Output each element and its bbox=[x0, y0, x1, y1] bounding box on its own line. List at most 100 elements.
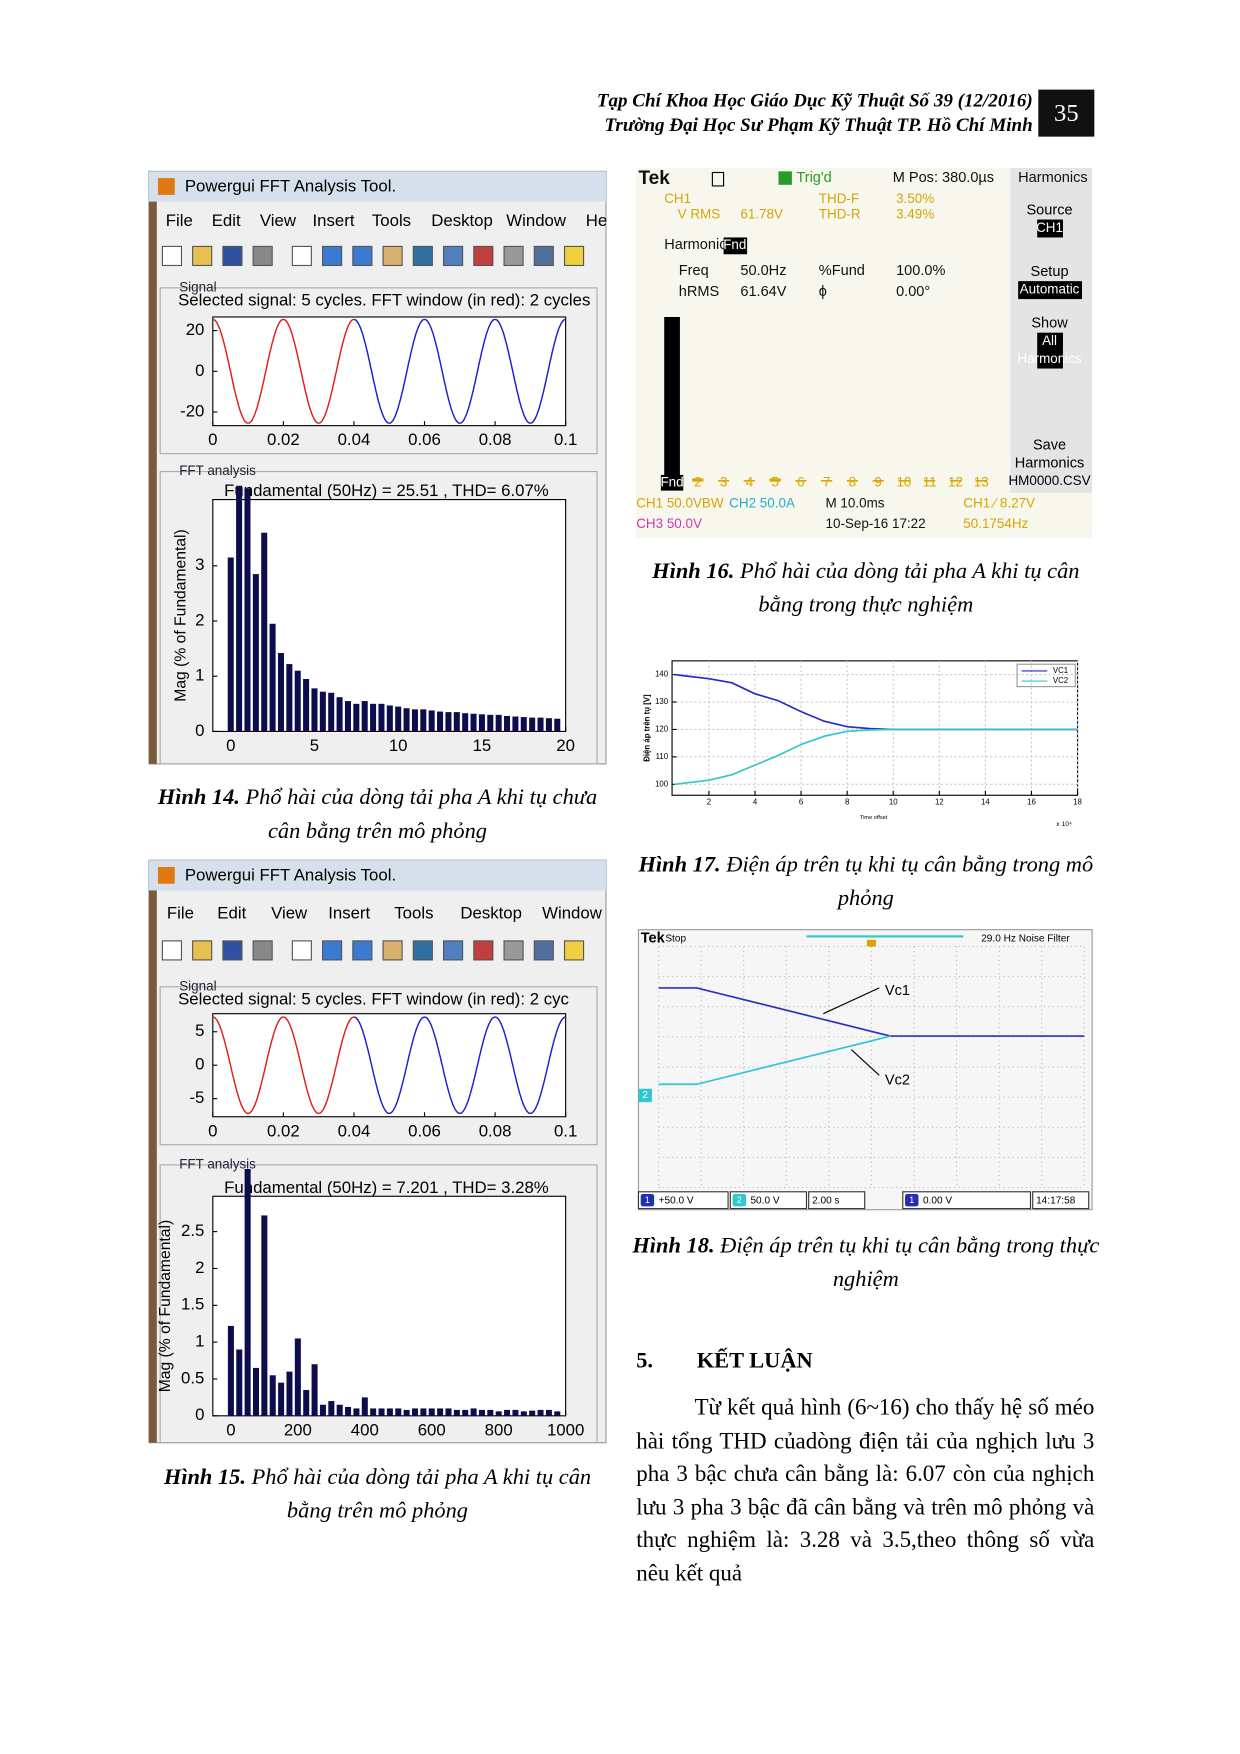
bar bbox=[743, 479, 755, 482]
x-tick-label: 18 bbox=[1073, 797, 1082, 806]
title-bar bbox=[148, 860, 606, 891]
y-tick-label: 20 bbox=[186, 320, 205, 339]
x-tick-label: 10 bbox=[896, 474, 911, 489]
bar bbox=[370, 1408, 377, 1416]
bar bbox=[395, 706, 402, 732]
bar bbox=[236, 1349, 243, 1416]
bar bbox=[378, 703, 385, 732]
panel bbox=[159, 1164, 598, 1444]
plot-area bbox=[212, 1013, 567, 1118]
scope-text: V RMS bbox=[678, 207, 721, 222]
x-tick-label: 0.06 bbox=[408, 1121, 441, 1140]
y-axis-label: Mag (% of Fundamental) bbox=[173, 529, 190, 701]
x-tick-label: 12 bbox=[935, 797, 944, 806]
y-tick-label: 1.5 bbox=[181, 1295, 204, 1314]
bar bbox=[353, 703, 360, 732]
status-text: CH1 50.0VBW bbox=[636, 496, 724, 511]
scope-text: %Fund bbox=[819, 263, 865, 279]
plot-area bbox=[212, 316, 567, 427]
scope-text: Tek bbox=[638, 168, 670, 189]
title-bar bbox=[148, 171, 606, 202]
toolbar-icon bbox=[412, 940, 433, 961]
bar bbox=[487, 1409, 494, 1416]
toolbar-icon bbox=[252, 245, 273, 267]
scope-text: THD-R bbox=[819, 207, 861, 222]
menu-item: Window bbox=[542, 903, 603, 922]
bar bbox=[428, 710, 435, 732]
bar bbox=[795, 479, 807, 482]
x-tick-label: 0.08 bbox=[479, 1121, 512, 1140]
x-tick-label: 600 bbox=[418, 1420, 446, 1439]
side-label: Save bbox=[1033, 438, 1066, 454]
bar bbox=[846, 479, 858, 482]
caption-label: Hình 17. bbox=[638, 852, 721, 878]
y-axis-label: Mag (% of Fundamental) bbox=[157, 1220, 174, 1392]
scope-text: 50.0Hz bbox=[740, 263, 786, 279]
badge bbox=[640, 1194, 655, 1207]
menu-item: Tools bbox=[372, 211, 411, 230]
x-tick-label: 4 bbox=[746, 474, 754, 489]
caption: Hình 15. Phổ hài của dòng tải pha A khi … bbox=[142, 1461, 612, 1528]
scope-screen bbox=[636, 168, 1011, 538]
x-tick-label: 0 bbox=[208, 430, 217, 449]
panel-label: FFT analysis bbox=[179, 1156, 256, 1171]
y-tick-label: 1 bbox=[195, 1332, 204, 1351]
status-text: M 10.0ms bbox=[826, 496, 885, 511]
x-tick-label: 4 bbox=[753, 797, 758, 806]
toolbar-icon bbox=[291, 940, 312, 961]
menu-item: Window bbox=[506, 211, 567, 230]
status-text: 10-Sep-16 17:22 bbox=[826, 516, 926, 531]
toolbar-icon bbox=[192, 245, 213, 267]
scope-text: CH1 bbox=[664, 191, 691, 206]
bar bbox=[386, 1408, 393, 1416]
x-tick-label: 11 bbox=[923, 474, 937, 489]
toolbar-icon bbox=[533, 940, 554, 961]
bar bbox=[821, 479, 833, 482]
y-axis-label: Điện áp trên tụ [V] bbox=[642, 694, 651, 762]
bar bbox=[236, 485, 243, 732]
menu-item: Edit bbox=[217, 903, 246, 922]
status-box bbox=[808, 1191, 866, 1210]
badge bbox=[905, 1194, 919, 1207]
x-tick-label: 0 bbox=[226, 736, 235, 755]
side-value: CH1 bbox=[1036, 220, 1063, 235]
bar bbox=[872, 479, 884, 482]
bar bbox=[303, 678, 310, 732]
caption: Hình 18. Điện áp trên tụ khi tụ cân bằng… bbox=[631, 1229, 1101, 1296]
toolbar-icon bbox=[503, 245, 524, 267]
bar bbox=[453, 712, 460, 732]
side-label: Harmonics bbox=[1015, 456, 1085, 472]
signal-line bbox=[353, 318, 566, 424]
x-tick-label: 8 bbox=[849, 474, 856, 489]
bar bbox=[261, 532, 268, 732]
bar bbox=[898, 479, 910, 482]
bar bbox=[924, 479, 936, 482]
trace-label: Vc2 bbox=[885, 1073, 910, 1089]
signal-line bbox=[353, 1016, 566, 1115]
x-tick-label: 0.02 bbox=[267, 430, 300, 449]
fft-title: Fundamental (50Hz) = 25.51 , THD= 6.07% bbox=[224, 481, 549, 500]
toolbar-icon bbox=[252, 940, 273, 961]
trace-vc2 bbox=[658, 1035, 891, 1086]
y-tick-label: 0 bbox=[195, 1405, 204, 1424]
legend-label: VC1 bbox=[1053, 666, 1068, 675]
scope-text: Trig'd bbox=[796, 170, 831, 186]
badge-text: 2 bbox=[737, 1195, 742, 1205]
y-tick-label: 3 bbox=[195, 555, 204, 574]
bar bbox=[403, 1409, 410, 1416]
toolbar-icon bbox=[222, 940, 243, 961]
bar bbox=[269, 623, 276, 732]
bar bbox=[545, 1409, 552, 1416]
trace-label: Vc1 bbox=[885, 983, 910, 999]
menu-item: Desktop bbox=[431, 211, 493, 230]
x-tick-label: 1000 bbox=[547, 1420, 584, 1439]
selection-box bbox=[723, 237, 748, 255]
scope-brand: Tek bbox=[641, 930, 666, 946]
status-box bbox=[902, 1191, 1032, 1210]
bar bbox=[975, 479, 987, 482]
caption-text: Phổ hài của dòng tải pha A khi tụ chưa c… bbox=[245, 785, 598, 844]
scope-text: 0.00° bbox=[896, 284, 930, 300]
bar bbox=[428, 1408, 435, 1416]
bar bbox=[437, 711, 444, 732]
